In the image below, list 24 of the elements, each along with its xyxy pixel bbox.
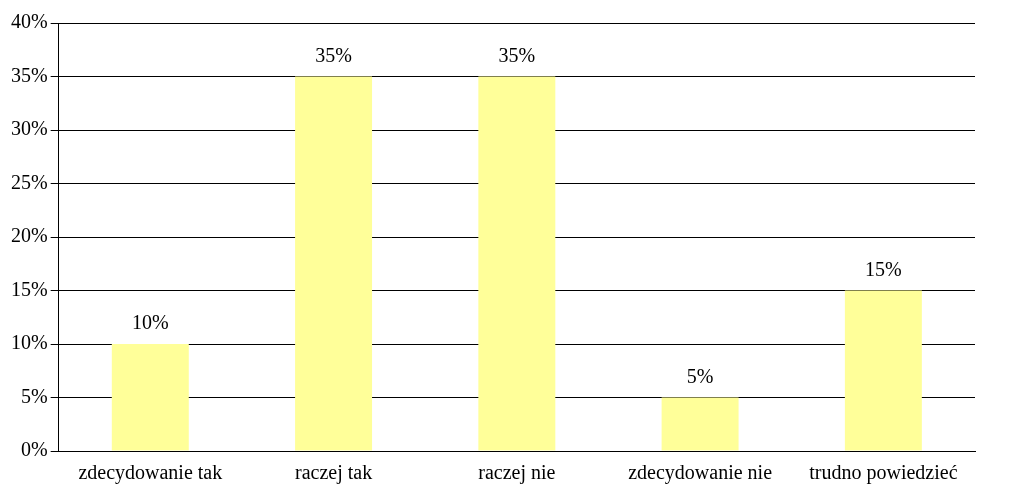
data-label: 35% — [498, 43, 536, 66]
data-label: 15% — [865, 257, 902, 280]
y-tick-label: 30% — [10, 117, 48, 140]
y-tick-label: 15% — [10, 277, 48, 300]
x-tick-label: raczej tak — [294, 461, 373, 485]
y-tick-label: 10% — [10, 331, 48, 354]
x-tick-label: zdecydowanie tak — [78, 461, 223, 485]
y-tick-label: 5% — [20, 384, 48, 407]
data-label: 35% — [315, 43, 352, 66]
y-tick-label: 35% — [10, 63, 48, 86]
y-tick-label: 20% — [10, 224, 48, 247]
y-tick-label: 25% — [10, 170, 48, 193]
x-tick-label: trudno powiedzieć — [809, 461, 958, 485]
x-tick-label: zdecydowanie nie — [628, 461, 773, 485]
y-tick-label: 40% — [10, 10, 48, 33]
bar — [661, 397, 739, 451]
bar — [478, 76, 556, 451]
data-label: 5% — [686, 364, 714, 387]
x-tick-label: raczej nie — [478, 461, 556, 485]
bar — [295, 76, 373, 451]
data-label: 10% — [131, 311, 169, 334]
y-tick-label: 0% — [20, 438, 48, 461]
bar — [111, 344, 189, 451]
bar — [844, 290, 922, 451]
